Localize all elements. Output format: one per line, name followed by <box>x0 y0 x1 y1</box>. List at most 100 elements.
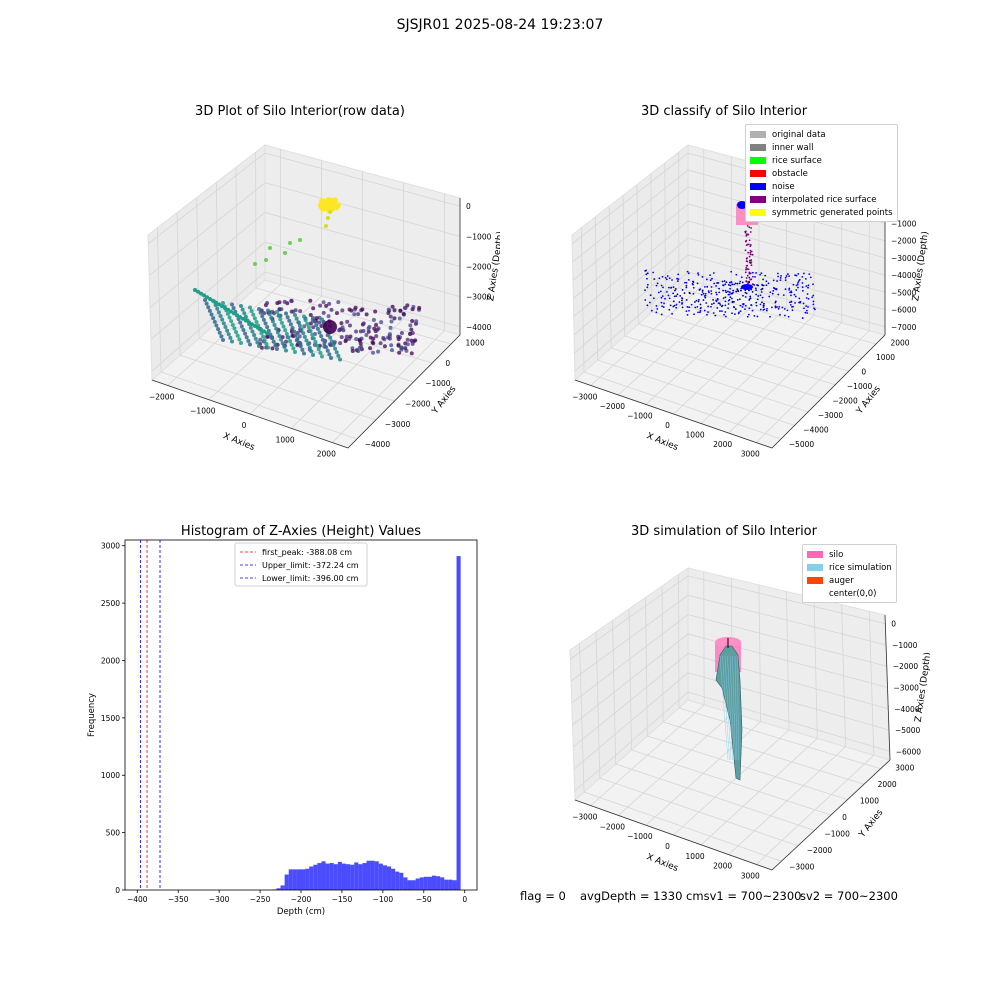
noise-point <box>697 273 700 276</box>
data-point <box>202 293 206 298</box>
legend-swatch <box>807 564 823 571</box>
data-point <box>265 301 270 306</box>
noise-point <box>657 291 660 294</box>
x-tick-label: −250 <box>250 895 271 904</box>
grid-line <box>573 672 890 770</box>
grid-line <box>160 371 358 440</box>
data-point <box>331 197 338 204</box>
y-tick-label: 0 <box>115 886 120 895</box>
noise-point <box>661 305 663 308</box>
interpolated-point <box>751 253 754 256</box>
x-axis-label: Depth (cm) <box>277 907 325 917</box>
noise-point <box>696 282 699 285</box>
histogram-chart: −400 −350 −300 −250 −200 −150 −100 −50 0 0 500 1000… <box>87 539 478 917</box>
data-point <box>262 338 267 343</box>
noise-point <box>761 296 764 299</box>
data-point <box>310 332 315 337</box>
noise-point <box>724 289 727 292</box>
scatter-points <box>193 197 422 362</box>
interpolated-point <box>749 251 752 254</box>
data-point <box>243 314 248 319</box>
histogram-bar <box>321 861 326 890</box>
legend-entry: rice simulation <box>807 561 892 574</box>
legend-entry: silo <box>807 548 892 561</box>
data-point <box>387 336 392 341</box>
noise-point <box>797 286 799 289</box>
data-point <box>339 335 344 340</box>
data-point <box>311 316 315 320</box>
data-point <box>254 320 259 325</box>
noise-point <box>801 275 804 278</box>
noise-point <box>748 289 750 292</box>
data-point <box>209 312 214 317</box>
noise-point <box>746 315 749 318</box>
data-point <box>326 216 330 220</box>
data-point <box>386 310 391 315</box>
noise-point <box>795 284 798 287</box>
noise-point <box>792 305 794 308</box>
data-point <box>297 323 302 328</box>
grid-line <box>572 652 889 748</box>
histogram-bar <box>313 864 318 890</box>
noise-point <box>769 315 771 318</box>
noise-point <box>761 301 763 304</box>
data-point <box>248 325 253 330</box>
noise-point <box>655 311 658 314</box>
noise-point <box>731 300 734 303</box>
data-point <box>206 305 211 310</box>
grid-line <box>624 335 822 399</box>
histogram-bar <box>329 863 334 890</box>
data-point <box>229 319 234 324</box>
data-point <box>296 320 301 325</box>
noise-point <box>716 307 719 309</box>
interpolated-point <box>750 264 753 267</box>
noise-point <box>779 277 782 279</box>
noise-point <box>694 306 697 309</box>
x-axis-label: X Axies <box>221 431 256 453</box>
noise-point <box>754 287 757 290</box>
grid-line <box>150 241 461 340</box>
interpolated-point <box>745 280 748 282</box>
histogram-bar <box>350 864 355 890</box>
noise-point <box>660 301 663 304</box>
noise-point <box>671 312 673 315</box>
data-point <box>292 329 297 334</box>
noise-point <box>715 291 717 294</box>
noise-point <box>763 308 766 311</box>
noise-point <box>704 286 706 288</box>
noise-point <box>681 306 684 309</box>
grid-line <box>615 763 815 831</box>
data-point <box>199 291 203 296</box>
noise-point <box>663 302 665 305</box>
z-tick-label: −1000 <box>892 641 918 650</box>
histogram-bar <box>284 874 289 890</box>
noise-point <box>693 313 695 316</box>
data-point <box>230 302 234 307</box>
noise-point <box>672 292 675 295</box>
interpolated-point <box>746 257 748 259</box>
histogram-bar <box>403 877 408 890</box>
classify-legend: original data inner wall rice surface obsta… <box>745 124 898 222</box>
data-point <box>256 325 260 330</box>
grid-line <box>622 195 626 337</box>
x-tick-label: −3000 <box>572 392 598 401</box>
noise-point <box>705 302 708 304</box>
legend-label: auger <box>829 575 854 586</box>
data-point <box>356 349 361 354</box>
noise-point <box>722 289 725 292</box>
grid-line <box>574 691 890 792</box>
noise-point <box>779 279 782 282</box>
noise-point <box>757 295 760 297</box>
noise-point <box>724 296 727 299</box>
histogram-legend: first_peak: -388.08 cm Upper_limit: -372.… <box>234 542 368 587</box>
data-point <box>382 344 387 349</box>
z-axis-line <box>884 614 891 761</box>
histogram-bar <box>415 878 420 890</box>
histogram-bar <box>448 879 453 890</box>
noise-point <box>661 295 664 297</box>
noise-point <box>776 306 778 308</box>
data-point <box>376 349 381 354</box>
noise-point <box>784 279 787 282</box>
data-point <box>250 322 254 327</box>
data-point <box>248 342 252 347</box>
